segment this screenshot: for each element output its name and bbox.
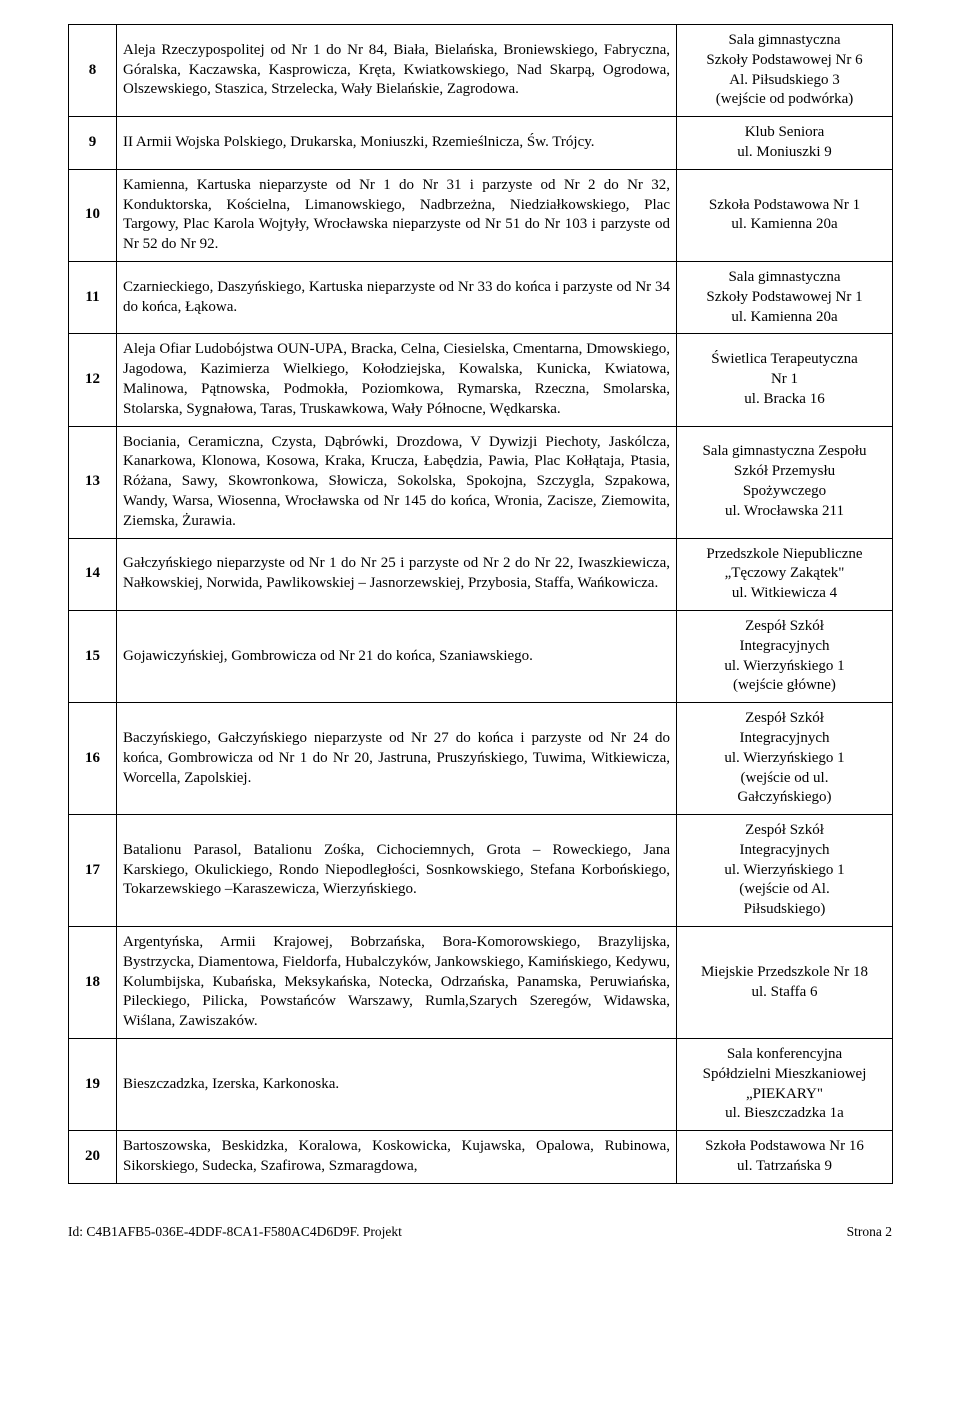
row-location: Świetlica TerapeutycznaNr 1ul. Bracka 16: [677, 334, 893, 426]
table-body: 8Aleja Rzeczypospolitej od Nr 1 do Nr 84…: [69, 25, 893, 1184]
table-row: 10Kamienna, Kartuska nieparzyste od Nr 1…: [69, 169, 893, 261]
row-description: Gałczyńskiego nieparzyste od Nr 1 do Nr …: [117, 538, 677, 610]
row-number: 13: [69, 426, 117, 538]
row-number: 8: [69, 25, 117, 117]
row-number: 16: [69, 703, 117, 815]
page-footer: Id: C4B1AFB5-036E-4DDF-8CA1-F580AC4D6D9F…: [68, 1224, 892, 1240]
table-row: 11Czarnieckiego, Daszyńskiego, Kartuska …: [69, 261, 893, 333]
row-number: 20: [69, 1131, 117, 1184]
row-location: Sala gimnastycznaSzkoły Podstawowej Nr 6…: [677, 25, 893, 117]
row-number: 19: [69, 1039, 117, 1131]
table-row: 19Bieszczadzka, Izerska, Karkonoska.Sala…: [69, 1039, 893, 1131]
row-number: 15: [69, 610, 117, 702]
row-description: Baczyńskiego, Gałczyńskiego nieparzyste …: [117, 703, 677, 815]
page-container: 8Aleja Rzeczypospolitej od Nr 1 do Nr 84…: [0, 0, 960, 1268]
row-location: Przedszkole Niepubliczne„Tęczowy Zakątek…: [677, 538, 893, 610]
row-description: Bartoszowska, Beskidzka, Koralowa, Kosko…: [117, 1131, 677, 1184]
row-description: Argentyńska, Armii Krajowej, Bobrzańska,…: [117, 927, 677, 1039]
row-number: 14: [69, 538, 117, 610]
footer-id: Id: C4B1AFB5-036E-4DDF-8CA1-F580AC4D6D9F…: [68, 1224, 402, 1240]
table-row: 13Bociania, Ceramiczna, Czysta, Dąbrówki…: [69, 426, 893, 538]
row-location: Sala gimnastycznaSzkoły Podstawowej Nr 1…: [677, 261, 893, 333]
row-description: Aleja Rzeczypospolitej od Nr 1 do Nr 84,…: [117, 25, 677, 117]
row-number: 17: [69, 815, 117, 927]
row-description: Aleja Ofiar Ludobójstwa OUN-UPA, Bracka,…: [117, 334, 677, 426]
footer-page: Strona 2: [847, 1224, 892, 1240]
row-description: Batalionu Parasol, Batalionu Zośka, Cich…: [117, 815, 677, 927]
row-number: 12: [69, 334, 117, 426]
districts-table: 8Aleja Rzeczypospolitej od Nr 1 do Nr 84…: [68, 24, 893, 1184]
row-location: Klub Senioraul. Moniuszki 9: [677, 117, 893, 170]
table-row: 12Aleja Ofiar Ludobójstwa OUN-UPA, Brack…: [69, 334, 893, 426]
row-location: Sala gimnastyczna ZespołuSzkół Przemysłu…: [677, 426, 893, 538]
table-row: 14Gałczyńskiego nieparzyste od Nr 1 do N…: [69, 538, 893, 610]
table-row: 15Gojawiczyńskiej, Gombrowicza od Nr 21 …: [69, 610, 893, 702]
row-location: Szkoła Podstawowa Nr 1ul. Kamienna 20a: [677, 169, 893, 261]
row-number: 9: [69, 117, 117, 170]
table-row: 8Aleja Rzeczypospolitej od Nr 1 do Nr 84…: [69, 25, 893, 117]
table-row: 16Baczyńskiego, Gałczyńskiego nieparzyst…: [69, 703, 893, 815]
row-description: Kamienna, Kartuska nieparzyste od Nr 1 d…: [117, 169, 677, 261]
row-number: 18: [69, 927, 117, 1039]
row-description: Bociania, Ceramiczna, Czysta, Dąbrówki, …: [117, 426, 677, 538]
row-description: II Armii Wojska Polskiego, Drukarska, Mo…: [117, 117, 677, 170]
row-location: Szkoła Podstawowa Nr 16ul. Tatrzańska 9: [677, 1131, 893, 1184]
table-row: 9II Armii Wojska Polskiego, Drukarska, M…: [69, 117, 893, 170]
row-location: Miejskie Przedszkole Nr 18ul. Staffa 6: [677, 927, 893, 1039]
row-location: Sala konferencyjnaSpółdzielni Mieszkanio…: [677, 1039, 893, 1131]
row-number: 10: [69, 169, 117, 261]
table-row: 17Batalionu Parasol, Batalionu Zośka, Ci…: [69, 815, 893, 927]
row-description: Gojawiczyńskiej, Gombrowicza od Nr 21 do…: [117, 610, 677, 702]
row-number: 11: [69, 261, 117, 333]
table-row: 20Bartoszowska, Beskidzka, Koralowa, Kos…: [69, 1131, 893, 1184]
row-description: Czarnieckiego, Daszyńskiego, Kartuska ni…: [117, 261, 677, 333]
row-description: Bieszczadzka, Izerska, Karkonoska.: [117, 1039, 677, 1131]
row-location: Zespół SzkółIntegracyjnychul. Wierzyński…: [677, 610, 893, 702]
row-location: Zespół SzkółIntegracyjnychul. Wierzyński…: [677, 703, 893, 815]
row-location: Zespół SzkółIntegracyjnychul. Wierzyński…: [677, 815, 893, 927]
table-row: 18Argentyńska, Armii Krajowej, Bobrzańsk…: [69, 927, 893, 1039]
